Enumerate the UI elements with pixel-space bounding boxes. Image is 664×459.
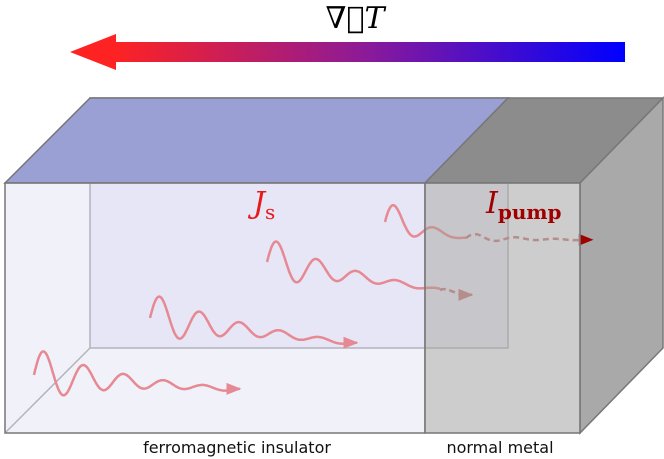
metal-box — [423, 96, 664, 435]
gradient-label: ∇⃗T — [326, 1, 387, 36]
pump-current-main: I — [485, 186, 499, 221]
metal-label: normal metal — [446, 438, 553, 457]
gradient-arrow — [70, 34, 625, 70]
insulator-label: ferromagnetic insulator — [143, 438, 331, 457]
front-faces — [4, 182, 581, 434]
pump-current-sub: pump — [498, 200, 562, 224]
pump-current-label: Ipump — [485, 186, 562, 224]
spin-current-sub: s — [265, 200, 275, 224]
